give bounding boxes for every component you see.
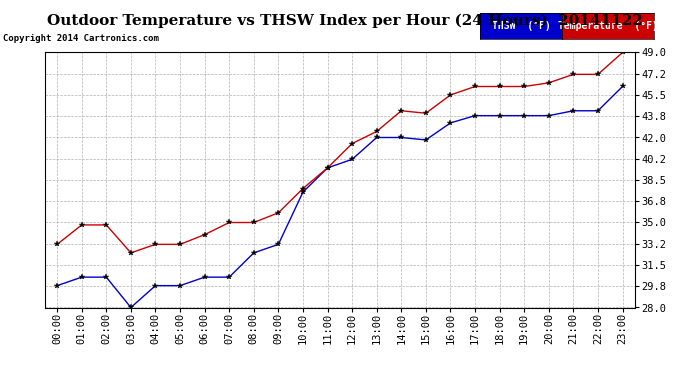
Text: Outdoor Temperature vs THSW Index per Hour (24 Hours)  20141122: Outdoor Temperature vs THSW Index per Ho… xyxy=(47,13,643,27)
Text: Copyright 2014 Cartronics.com: Copyright 2014 Cartronics.com xyxy=(3,34,159,43)
Text: Temperature  (°F): Temperature (°F) xyxy=(558,21,658,31)
Text: THSW  (°F): THSW (°F) xyxy=(491,21,551,31)
